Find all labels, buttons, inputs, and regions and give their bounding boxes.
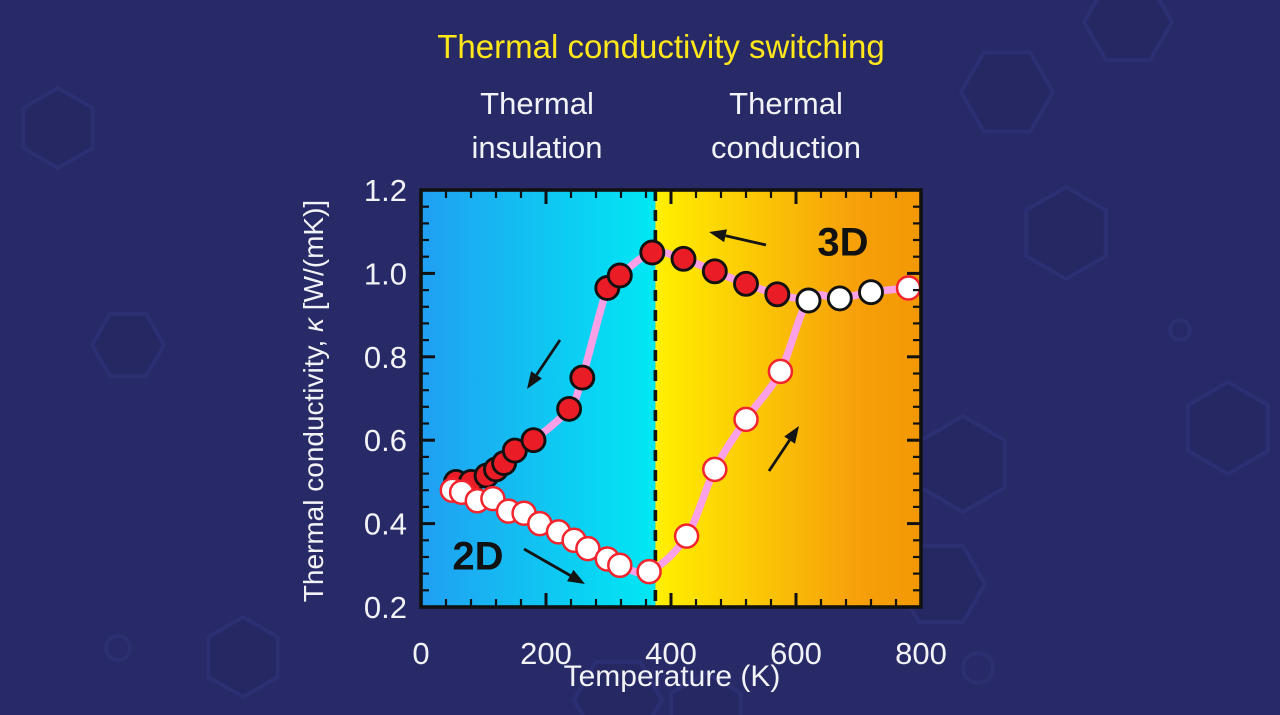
heating-data-point bbox=[795, 287, 822, 314]
kappa-symbol: κ bbox=[298, 317, 329, 332]
conduction-region bbox=[655, 190, 921, 607]
heating-rise-arrow bbox=[767, 439, 791, 472]
cooling-data-point bbox=[556, 395, 583, 422]
region-label-line: conduction bbox=[711, 130, 861, 165]
plot-background bbox=[421, 190, 921, 607]
y-axis-label: Thermal conductivity, κ [W/(mK)] bbox=[298, 200, 330, 602]
hexagon-decor bbox=[1024, 184, 1108, 282]
region-label-thermal-conduction: Thermal conduction bbox=[711, 82, 861, 170]
hexagon-decor bbox=[958, 50, 1056, 134]
region-label-thermal-insulation: Thermal insulation bbox=[472, 82, 603, 170]
x-axis-label: Temperature (K) bbox=[563, 660, 781, 693]
top-leftward-arrow-head bbox=[709, 229, 727, 243]
heating-rise-arrow-head bbox=[784, 426, 799, 444]
hexagon-decor bbox=[1081, 0, 1175, 63]
x-tick-label: 0 bbox=[412, 636, 429, 671]
heating-data-point bbox=[702, 456, 728, 483]
hexagon-decor bbox=[1186, 379, 1270, 477]
heating-data-point bbox=[575, 535, 601, 562]
y-tick-label: 0.8 bbox=[364, 340, 407, 375]
molecule-node-decor bbox=[104, 634, 132, 662]
region-label-line: Thermal bbox=[480, 86, 594, 121]
region-label-line: Thermal bbox=[729, 86, 843, 121]
region-label-line: insulation bbox=[471, 130, 603, 165]
y-tick-label: 0.6 bbox=[364, 423, 407, 458]
molecule-node-decor bbox=[1168, 318, 1192, 342]
x-tick-label: 200 bbox=[520, 636, 572, 671]
hexagon-decor bbox=[571, 659, 665, 715]
heating-data-point bbox=[767, 358, 794, 385]
cooling-data-point bbox=[639, 239, 666, 266]
tick-labels: 0 200 400 600 800 0.2 0.4 0.6 0.8 1.0 1.2 bbox=[364, 173, 947, 671]
cooling-direction-arrow bbox=[535, 339, 562, 376]
page-title: Thermal conductivity switching bbox=[437, 28, 885, 65]
x-tick-label: 600 bbox=[770, 636, 822, 671]
heating-data-point bbox=[858, 279, 884, 306]
y-tick-label: 0.4 bbox=[364, 507, 407, 542]
heating-data-point bbox=[895, 275, 922, 301]
y-axis-label-text: Thermal conductivity, bbox=[298, 331, 329, 603]
y-tick-label: 1.2 bbox=[364, 173, 407, 208]
phase-label-2d: 2D bbox=[452, 534, 504, 579]
data-points bbox=[439, 239, 922, 585]
x-tick-label: 400 bbox=[645, 636, 697, 671]
cooling-data-point bbox=[569, 364, 596, 391]
heating-data-point bbox=[636, 558, 662, 585]
y-axis-label-units: [W/(mK)] bbox=[298, 199, 329, 318]
hexagon-decor bbox=[21, 85, 95, 171]
y-tick-label: 0.2 bbox=[364, 590, 407, 625]
x-tick-label: 800 bbox=[895, 636, 947, 671]
cooling-data-point bbox=[606, 262, 633, 289]
heating-data-point bbox=[607, 552, 633, 579]
heating-data-point bbox=[673, 523, 700, 549]
hexagon-decor bbox=[89, 311, 167, 379]
y-tick-label: 1.0 bbox=[364, 256, 407, 291]
2d-direction-arrow bbox=[523, 547, 571, 577]
heating-data-point bbox=[733, 406, 759, 433]
hexagon-decor bbox=[669, 670, 743, 715]
cooling-data-point bbox=[520, 427, 547, 454]
top-leftward-arrow bbox=[725, 234, 767, 247]
phase-label-3d: 3D bbox=[817, 220, 869, 265]
molecule-node-decor bbox=[961, 651, 995, 685]
cooling-direction-arrow-head bbox=[527, 371, 542, 389]
cooling-data-point bbox=[701, 258, 728, 285]
insulation-region bbox=[421, 190, 656, 607]
cooling-data-point bbox=[764, 281, 791, 308]
2d-direction-arrow-head bbox=[567, 569, 585, 584]
cooling-data-point bbox=[733, 270, 759, 297]
hexagon-decor bbox=[206, 614, 280, 700]
axis-frame-and-ticks bbox=[419, 188, 923, 609]
hexagon-decor bbox=[919, 413, 1007, 515]
direction-arrows bbox=[523, 229, 799, 584]
cooling-data-point bbox=[670, 245, 697, 272]
heating-data-point bbox=[826, 285, 853, 312]
